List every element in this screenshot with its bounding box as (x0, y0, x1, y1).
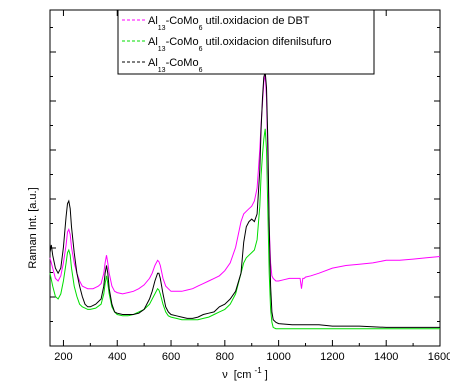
legend: Al13-CoMo6 util.oxidacion de DBTAl13-CoM… (117, 9, 375, 75)
legend-items: Al13-CoMo6 util.oxidacion de DBTAl13-CoM… (122, 15, 332, 74)
x-tick-label: 800 (216, 351, 234, 363)
legend-text-part: -CoMo (166, 57, 199, 69)
x-tick-label: 1400 (374, 351, 398, 363)
x-tick-label: 600 (162, 351, 180, 363)
x-tick-label: 1200 (320, 351, 344, 363)
legend-text-part: Al (148, 36, 158, 48)
legend-text-part: Al (148, 57, 158, 69)
x-tick-labels: 200 400 600 800 1000 1200 1400 1600 (54, 351, 450, 363)
legend-text-part: Al (148, 15, 158, 27)
legend-subscript: 13 (158, 67, 166, 74)
x-axis-label: ν [cm -1 ] (222, 364, 268, 381)
x-axis-unit: [cm (234, 369, 252, 381)
x-axis-close: ] (265, 369, 268, 381)
legend-box (117, 9, 375, 75)
series-line-1 (49, 74, 441, 295)
legend-label-2: Al13-CoMo6 util.oxidacion difenilsufuro (148, 36, 332, 53)
legend-subscript: 6 (199, 67, 203, 74)
x-tick-label: 200 (54, 351, 72, 363)
legend-label-3: Al13-CoMo6 (148, 57, 203, 74)
x-tick-label: 1000 (266, 351, 290, 363)
series-line-3 (49, 71, 440, 328)
legend-text-part: util.oxidacion de DBT (203, 15, 310, 27)
y-axis-label: Raman Int. [a.u.] (27, 187, 39, 268)
legend-subscript: 6 (199, 46, 203, 53)
legend-text-part: util.oxidacion difenilsufuro (203, 36, 332, 48)
x-tick-label: 400 (108, 351, 126, 363)
x-axis-symbol: ν (222, 369, 228, 381)
legend-subscript: 13 (158, 46, 166, 53)
legend-text-part: -CoMo (166, 36, 199, 48)
series-line-2 (49, 128, 440, 330)
legend-label-1: Al13-CoMo6 util.oxidacion de DBT (148, 15, 310, 32)
legend-text-part: -CoMo (166, 15, 199, 27)
x-tick-label: 1600 (428, 351, 450, 363)
series-lines (49, 71, 441, 330)
legend-subscript: 13 (158, 25, 166, 32)
x-axis-exp: -1 (255, 366, 263, 375)
legend-subscript: 6 (199, 25, 203, 32)
